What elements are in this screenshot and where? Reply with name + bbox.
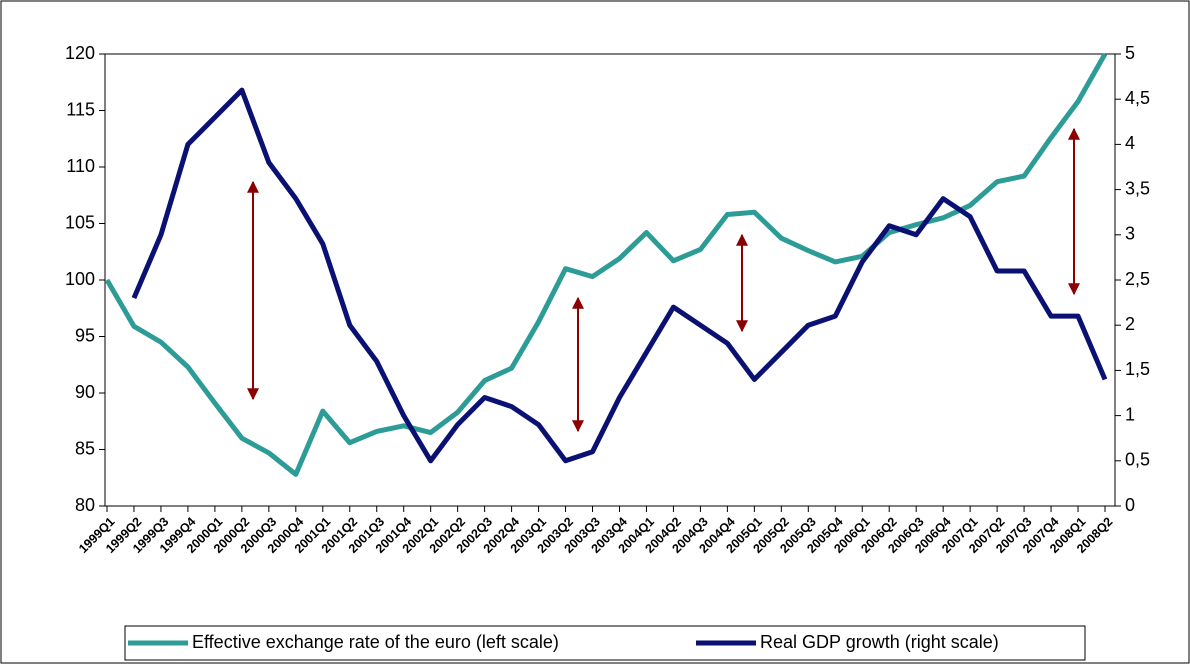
y-tick-label: 85: [75, 438, 95, 458]
y-tick-label: 100: [65, 269, 95, 289]
y2-tick-label: 1: [1125, 404, 1135, 424]
y2-tick-label: 0,5: [1125, 450, 1150, 470]
series-line: [131, 87, 1108, 464]
legend: [124, 625, 1086, 661]
legend-label: Effective exchange rate of the euro (lef…: [192, 632, 559, 652]
y-tick-label: 110: [66, 156, 95, 176]
y-tick-label: 95: [75, 325, 95, 345]
y-tick-label: 80: [75, 495, 95, 515]
y-tick-label: 90: [75, 382, 95, 402]
y-tick-label: 120: [65, 43, 95, 63]
legend-label: Real GDP growth (right scale): [760, 632, 999, 652]
y2-tick-label: 3,5: [1125, 178, 1150, 198]
series-line: [104, 52, 1108, 477]
y2-tick-label: 3: [1125, 224, 1135, 244]
y-tick-label: 105: [65, 212, 95, 232]
y2-tick-label: 0: [1125, 495, 1135, 515]
y2-tick-label: 2: [1125, 314, 1135, 334]
y2-tick-label: 2,5: [1125, 269, 1150, 289]
y2-tick-label: 4: [1125, 133, 1135, 153]
y2-tick-label: 5: [1125, 43, 1135, 63]
y2-tick-label: 1,5: [1125, 359, 1150, 379]
y-tick-label: 115: [66, 99, 95, 119]
y2-tick-label: 4,5: [1125, 88, 1150, 108]
